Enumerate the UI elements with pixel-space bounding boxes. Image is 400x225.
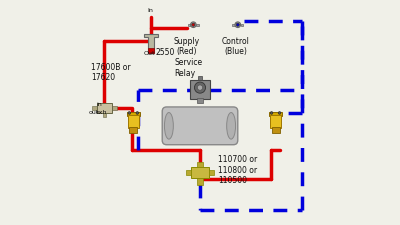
Bar	[188, 24, 190, 26]
Text: out: out	[89, 110, 100, 115]
Text: 17600B or
17620: 17600B or 17620	[91, 63, 131, 82]
Polygon shape	[148, 48, 154, 52]
Circle shape	[192, 23, 195, 26]
Bar	[269, 112, 282, 116]
Ellipse shape	[164, 112, 173, 139]
Circle shape	[278, 112, 281, 114]
Text: Supply
(Red): Supply (Red)	[174, 37, 200, 56]
Bar	[128, 115, 139, 128]
Bar	[270, 115, 281, 128]
Text: exh: exh	[96, 110, 108, 115]
Bar	[191, 167, 209, 178]
Ellipse shape	[227, 112, 236, 139]
Bar	[97, 103, 112, 113]
Circle shape	[197, 85, 203, 90]
Bar	[232, 24, 235, 26]
Bar	[190, 80, 210, 99]
Bar	[240, 24, 243, 26]
Text: Out: Out	[143, 51, 155, 56]
Circle shape	[235, 22, 240, 27]
Bar	[92, 106, 98, 110]
Bar	[197, 98, 203, 103]
Bar	[209, 170, 214, 175]
Bar	[197, 162, 203, 167]
Circle shape	[270, 112, 273, 114]
Text: Control
(Blue): Control (Blue)	[222, 37, 250, 56]
Text: 2550: 2550	[156, 48, 175, 57]
Bar	[127, 112, 140, 116]
Circle shape	[136, 112, 139, 114]
Circle shape	[128, 112, 131, 114]
Circle shape	[190, 22, 196, 27]
Bar	[103, 113, 106, 117]
Bar	[197, 178, 203, 185]
Bar	[272, 127, 280, 133]
Bar	[112, 106, 117, 110]
Bar	[186, 170, 191, 175]
Text: In: In	[147, 8, 153, 13]
Bar	[198, 76, 202, 80]
Text: Service
Relay: Service Relay	[174, 58, 202, 78]
Circle shape	[236, 23, 239, 26]
Circle shape	[194, 82, 206, 93]
Bar	[129, 127, 137, 133]
Text: in: in	[96, 102, 102, 107]
Bar	[196, 24, 199, 26]
FancyBboxPatch shape	[162, 107, 238, 145]
Polygon shape	[144, 34, 158, 52]
Text: 110700 or
110800 or
110500: 110700 or 110800 or 110500	[218, 155, 257, 185]
